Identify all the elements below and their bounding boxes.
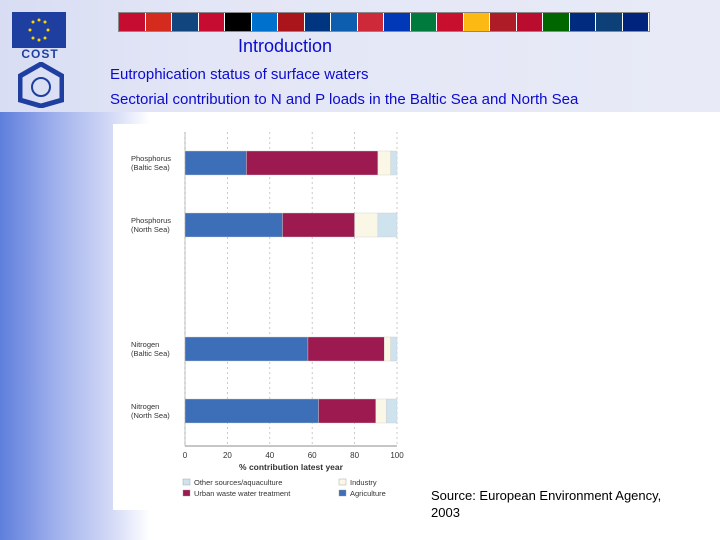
x-tick-label-60: 60 bbox=[308, 451, 317, 460]
bar-1-urban-waste-water-treatment bbox=[282, 212, 355, 238]
source-line2: 2003 bbox=[431, 505, 460, 520]
category-label-0: Phosphorus (Baltic Sea) bbox=[131, 154, 171, 172]
flag-19 bbox=[622, 13, 649, 31]
chart-panel: 0 20 40 60 80 100 Phosphorus (Baltic Sea) Phosph… bbox=[113, 124, 425, 510]
flag-3 bbox=[198, 13, 225, 31]
slide-subtitle-sectorial: Sectorial contribution to N and P loads … bbox=[110, 91, 579, 108]
flag-6 bbox=[278, 13, 305, 31]
x-tick-label-0: 0 bbox=[183, 451, 188, 460]
x-tick-label-40: 40 bbox=[265, 451, 274, 460]
bar-1-other-sources-aquaculture bbox=[377, 212, 398, 238]
source-line1: Source: European Environment Agency, bbox=[431, 488, 662, 503]
flag-14 bbox=[490, 13, 517, 31]
bar-3-urban-waste-water-treatment bbox=[318, 398, 376, 424]
legend-label-2: Urban waste water treatment bbox=[194, 489, 291, 498]
bar-0-urban-waste-water-treatment bbox=[246, 150, 379, 176]
flag-15 bbox=[516, 13, 543, 31]
cost-emblem-icon bbox=[18, 62, 64, 108]
category-label-2: Nitrogen (Baltic Sea) bbox=[131, 340, 170, 358]
flag-9 bbox=[357, 13, 384, 31]
bar-2-industry bbox=[384, 336, 391, 362]
bar-1-industry bbox=[354, 212, 379, 238]
flag-13 bbox=[463, 13, 490, 31]
flag-18 bbox=[596, 13, 623, 31]
slide-title: Introduction bbox=[238, 36, 333, 56]
bar-1-agriculture bbox=[184, 212, 283, 238]
flag-4 bbox=[225, 13, 252, 31]
eu-flag-logo bbox=[12, 12, 66, 48]
slide-subtitle-eutrophication: Eutrophication status of surface waters bbox=[110, 66, 369, 83]
x-axis-title: % contribution latest year bbox=[239, 462, 344, 472]
flag-11 bbox=[410, 13, 437, 31]
source-citation: Source: European Environment Agency, 200… bbox=[431, 487, 711, 521]
bar-2-other-sources-aquaculture bbox=[390, 336, 398, 362]
stacked-bar-chart: 0 20 40 60 80 100 Phosphorus (Baltic Sea) Phosph… bbox=[131, 132, 404, 498]
legend-label-1: Industry bbox=[350, 478, 377, 487]
legend-swatch-1 bbox=[338, 478, 347, 486]
x-tick-label-20: 20 bbox=[223, 451, 232, 460]
legend-swatch-3 bbox=[338, 489, 347, 497]
country-flags-strip bbox=[118, 12, 650, 32]
flag-1 bbox=[145, 13, 172, 31]
x-tick-label-80: 80 bbox=[350, 451, 359, 460]
cost-logo-text: COST bbox=[21, 47, 59, 61]
legend-swatch-0 bbox=[182, 478, 191, 486]
bar-2-agriculture bbox=[184, 336, 309, 362]
bar-3-industry bbox=[375, 398, 387, 424]
flag-12 bbox=[437, 13, 464, 31]
flag-7 bbox=[304, 13, 331, 31]
flag-5 bbox=[251, 13, 278, 31]
bar-3-other-sources-aquaculture bbox=[386, 398, 398, 424]
flag-0 bbox=[119, 13, 146, 31]
x-tick-label-100: 100 bbox=[390, 451, 404, 460]
bar-0-agriculture bbox=[184, 150, 247, 176]
category-label-3: Nitrogen (North Sea) bbox=[131, 402, 170, 420]
flag-8 bbox=[331, 13, 358, 31]
flag-10 bbox=[384, 13, 411, 31]
bar-0-industry bbox=[377, 150, 391, 176]
bar-0-other-sources-aquaculture bbox=[390, 150, 398, 176]
flag-2 bbox=[172, 13, 199, 31]
category-label-1: Phosphorus (North Sea) bbox=[131, 216, 171, 234]
bar-3-agriculture bbox=[184, 398, 319, 424]
legend-swatch-2 bbox=[182, 489, 191, 497]
legend-label-0: Other sources/aquaculture bbox=[194, 478, 282, 487]
flag-17 bbox=[569, 13, 596, 31]
legend-label-3: Agriculture bbox=[350, 489, 386, 498]
flag-16 bbox=[543, 13, 570, 31]
bar-2-urban-waste-water-treatment bbox=[307, 336, 385, 362]
